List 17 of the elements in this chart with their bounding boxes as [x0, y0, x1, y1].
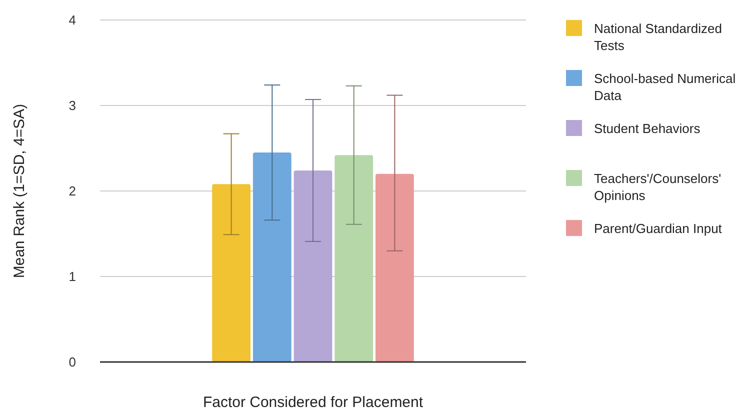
- bar: [252, 152, 292, 362]
- legend-label: Parent/Guardian Input: [594, 221, 722, 236]
- x-axis-title: Factor Considered for Placement: [202, 394, 424, 411]
- y-axis-title: Mean Rank (1=SD, 4=SA): [11, 104, 28, 278]
- y-tick-label: 4: [68, 12, 76, 28]
- bar: [334, 155, 374, 362]
- y-tick-label: 3: [68, 98, 76, 114]
- legend-label: Student Behaviors: [594, 121, 701, 136]
- y-tick-label: 1: [68, 269, 76, 284]
- y-tick-label: 0: [68, 354, 76, 370]
- y-tick-label: 2: [68, 184, 76, 199]
- legend-label: Teachers'/Counselors' Opinions: [594, 171, 722, 203]
- legend-label: National Standardized Tests: [594, 21, 722, 53]
- bar: [294, 170, 332, 362]
- bar: [376, 174, 414, 362]
- bar: [212, 184, 250, 362]
- legend-label: School-based Numerical Data: [594, 71, 736, 103]
